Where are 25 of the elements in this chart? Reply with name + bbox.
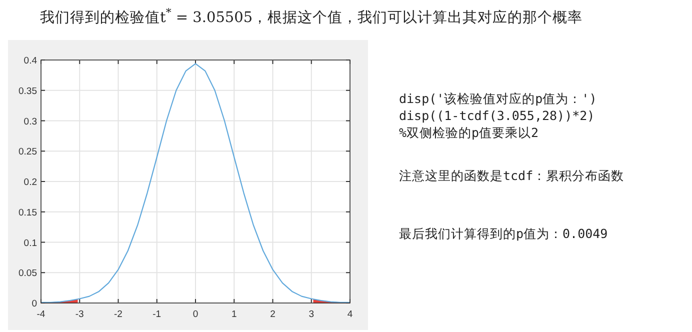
text: disp('该检验值对应的p值为：') — [399, 91, 597, 106]
y-tick-label: 0.4 — [24, 56, 37, 66]
text: %双侧检验的p值要乘以2 — [399, 125, 539, 140]
x-tick-label: -3 — [75, 309, 84, 320]
x-tick-label: 1 — [231, 309, 237, 320]
y-tick-label: 0.1 — [24, 238, 37, 249]
chart-title: 我们得到的检验值t$^{*}$ = 3.05505，根据这个值，我们可以计算出其对应的那个概率 — [40, 6, 583, 26]
x-tick-label: 0 — [192, 309, 198, 320]
y-tick-label: 0.05 — [18, 268, 37, 280]
x-tick-label: 4 — [347, 309, 353, 320]
x-tick-label: -4 — [36, 309, 46, 320]
y-tick-label: 0.35 — [18, 86, 37, 97]
x-tick-label: 2 — [270, 309, 276, 320]
text: 注意这里的函数是tcdf：累积分布函数 — [399, 168, 624, 183]
x-tick-label: -2 — [114, 309, 122, 320]
x-tick-label: 3 — [308, 309, 314, 320]
text: disp((1-tcdf(3.055,28))*2) — [399, 108, 595, 123]
line-series — [40, 63, 351, 303]
y-tick-label: 0.3 — [24, 116, 37, 128]
y-tick-label: 0 — [32, 298, 37, 310]
y-tick-label: 0.25 — [18, 146, 37, 158]
x-tick-label: -1 — [152, 309, 162, 320]
text: 最后我们计算得到的p值为：0.0049 — [399, 226, 608, 241]
y-tick-label: 0.2 — [24, 177, 37, 188]
y-tick-label: 0.15 — [18, 207, 37, 218]
